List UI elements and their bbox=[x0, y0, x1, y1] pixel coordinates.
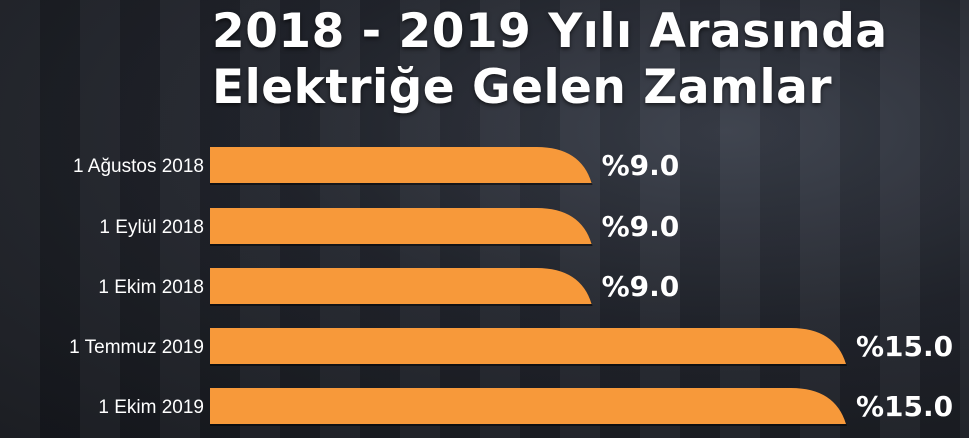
title-line-2: Elektriğe Gelen Zamlar bbox=[212, 60, 833, 115]
bar bbox=[210, 328, 846, 364]
data-label: %9.0 bbox=[602, 210, 680, 243]
bar bbox=[210, 388, 846, 424]
category-label: 1 Ağustos 2018 bbox=[73, 156, 204, 177]
bar bbox=[210, 268, 592, 304]
data-label: %15.0 bbox=[856, 330, 953, 363]
category-label: 1 Temmuz 2019 bbox=[69, 337, 204, 358]
category-label: 1 Ekim 2019 bbox=[98, 397, 204, 418]
data-label: %9.0 bbox=[602, 270, 680, 303]
bar bbox=[210, 208, 592, 244]
category-label: 1 Eylül 2018 bbox=[99, 217, 204, 238]
title-line-1: 2018 - 2019 Yılı Arasında bbox=[212, 4, 888, 59]
category-label: 1 Ekim 2018 bbox=[98, 277, 204, 298]
data-label: %9.0 bbox=[602, 149, 680, 182]
bar bbox=[210, 147, 592, 183]
data-label: %15.0 bbox=[856, 390, 953, 423]
chart-title: 2018 - 2019 Yılı Arasında Elektriğe Gele… bbox=[212, 4, 888, 116]
